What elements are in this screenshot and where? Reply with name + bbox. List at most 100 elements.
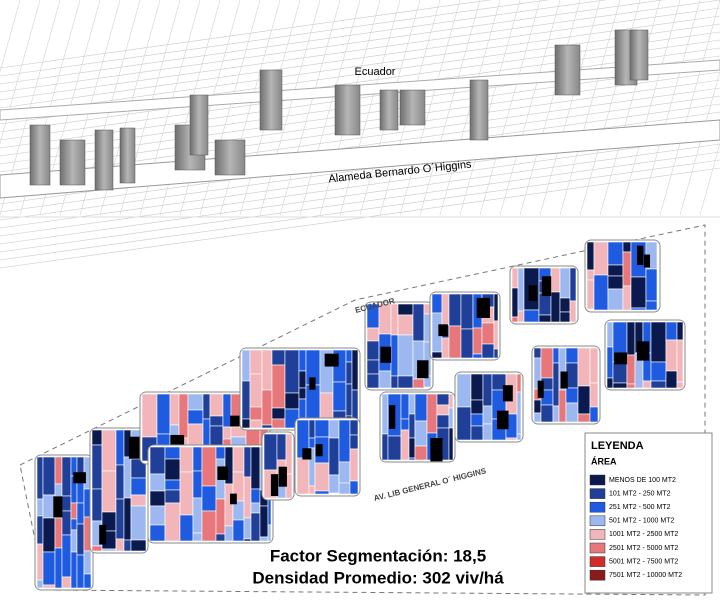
lot — [472, 353, 483, 359]
lot — [481, 322, 495, 345]
lot — [408, 393, 416, 415]
lot — [516, 391, 522, 435]
lot — [456, 406, 472, 441]
lot — [607, 275, 624, 290]
legend-label: 5001 MT2 - 7500 MT2 — [609, 558, 678, 565]
lot — [470, 399, 484, 415]
lot — [676, 381, 684, 389]
lot — [215, 533, 226, 542]
lot — [164, 446, 181, 460]
building — [29, 124, 51, 186]
lot — [345, 383, 353, 417]
lot — [241, 418, 251, 429]
lot — [70, 502, 78, 520]
lot — [505, 437, 518, 441]
lot — [222, 393, 232, 428]
lot — [130, 505, 147, 541]
lot — [202, 393, 211, 420]
lot — [482, 405, 493, 425]
lot — [314, 419, 330, 438]
lot — [426, 393, 438, 434]
lot — [232, 446, 245, 473]
building — [334, 84, 361, 136]
street-line — [0, 31, 720, 133]
street-line — [699, 142, 720, 216]
lot — [665, 370, 678, 389]
building-footprint — [73, 472, 86, 484]
lot — [284, 349, 300, 394]
lot — [550, 267, 561, 293]
street-line — [619, 0, 681, 216]
building-footprint — [430, 438, 443, 462]
legend-swatch — [589, 529, 606, 540]
lot — [345, 349, 353, 363]
lot — [179, 514, 194, 542]
building-footprint — [230, 415, 240, 427]
legend-label: 1001 MT2 - 2500 MT2 — [609, 531, 678, 538]
legend-subtitle: ÁREA — [591, 456, 617, 466]
lot — [390, 375, 399, 389]
legend-swatch — [589, 488, 606, 499]
lot — [36, 456, 44, 500]
building — [379, 89, 399, 131]
legend-label: 101 MT2 - 250 MT2 — [609, 490, 671, 497]
lot — [224, 525, 234, 542]
building — [214, 139, 246, 176]
lot — [448, 293, 462, 327]
lot — [366, 327, 380, 342]
building-footprint — [560, 371, 568, 389]
lot — [179, 471, 194, 516]
lot — [565, 402, 579, 423]
lot — [622, 285, 632, 311]
lot — [328, 419, 340, 439]
building — [59, 139, 86, 186]
street-line — [659, 0, 720, 216]
lot — [70, 518, 78, 531]
building-footprint — [528, 285, 538, 301]
lot — [645, 268, 658, 302]
lot — [271, 349, 286, 366]
street-label: Ecuador — [355, 66, 396, 78]
lot — [250, 502, 261, 514]
street-line — [0, 0, 720, 101]
lot — [676, 321, 684, 341]
lot — [441, 293, 450, 326]
lot — [559, 297, 571, 313]
building-footprint — [541, 276, 552, 297]
lot — [412, 303, 425, 342]
street-line — [0, 151, 720, 253]
lot — [586, 279, 595, 310]
lot — [42, 584, 56, 589]
lot — [61, 456, 72, 497]
lot — [630, 307, 647, 311]
lot — [538, 292, 552, 316]
lot — [243, 517, 252, 540]
lot — [314, 490, 330, 495]
lot — [511, 287, 519, 318]
lot — [397, 334, 414, 377]
lot — [267, 524, 272, 542]
building-footprint — [438, 324, 448, 337]
lot — [101, 429, 117, 472]
lot — [61, 510, 72, 536]
lot — [61, 534, 72, 578]
lot — [243, 446, 252, 478]
lot — [54, 517, 63, 549]
lot — [511, 267, 519, 289]
legend-items: MENOS DE 100 MT2 101 MT2 - 250 MT2 251 MT2… — [589, 474, 682, 581]
building-footprint — [502, 385, 513, 402]
lot — [261, 389, 273, 426]
lot — [101, 470, 117, 513]
street-line — [299, 0, 361, 216]
lot — [482, 423, 493, 441]
lot — [149, 505, 166, 526]
legend: LEYENDA ÁREA MENOS DE 100 MT2 101 MT2 - 2… — [584, 432, 713, 594]
lot — [70, 529, 78, 553]
lot — [164, 479, 181, 491]
lot — [448, 407, 454, 429]
lot — [61, 576, 72, 589]
lot — [577, 347, 591, 387]
building — [94, 129, 114, 191]
legend-title: LEYENDA — [591, 440, 644, 452]
